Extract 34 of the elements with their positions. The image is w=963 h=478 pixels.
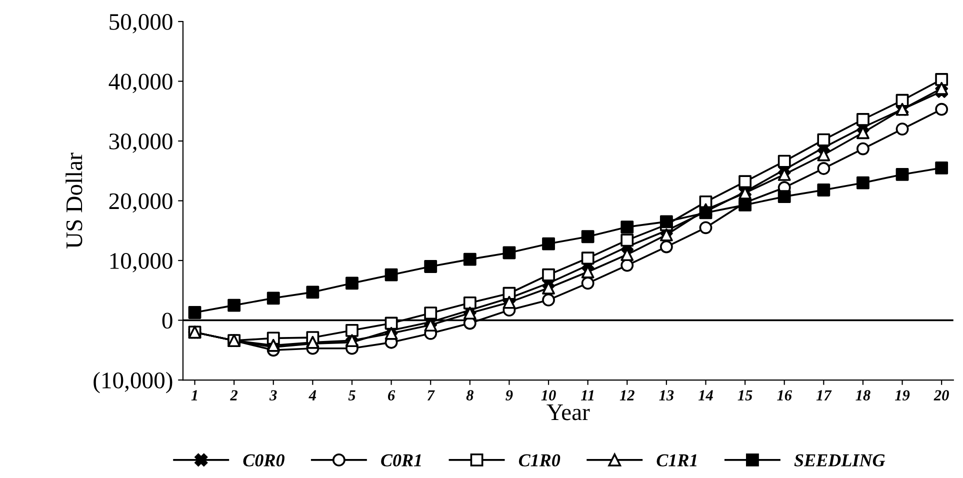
x-tick-label: 7	[427, 390, 435, 400]
x-tick-label: 14	[698, 390, 713, 400]
x-tick-label: 11	[580, 390, 594, 400]
x-tick-label: 16	[777, 390, 792, 400]
y-tick-label: 10,000	[110, 253, 172, 272]
legend-label: C0R0	[243, 454, 284, 466]
x-tick-label: 13	[659, 390, 674, 400]
x-tick-label: 18	[856, 390, 870, 400]
x-tick-label: 8	[466, 390, 474, 400]
legend-label: C1R1	[656, 454, 696, 466]
x-tick-label: 9	[506, 390, 513, 400]
x-tick-label: 4	[308, 390, 316, 400]
x-tick-label: 3	[269, 390, 277, 400]
y-tick-label: 20,000	[109, 193, 172, 213]
y-tick-label: (10,000)	[94, 372, 172, 394]
legend-label: C0R1	[381, 454, 421, 466]
x-tick-label: 6	[388, 390, 396, 400]
x-tick-label: 15	[738, 390, 752, 400]
x-tick-label: 20	[934, 390, 949, 400]
y-tick-label: 50,000	[110, 14, 172, 34]
x-axis-title: Year	[546, 404, 590, 420]
y-tick-label: 30,000	[109, 134, 172, 153]
x-tick-label: 19	[894, 390, 910, 400]
y-tick-label: 0	[162, 312, 172, 329]
x-tick-label: 1	[191, 390, 198, 400]
y-tick-label: 40,000	[108, 74, 172, 94]
y-axis-title: US Dollar	[66, 152, 82, 248]
legend-label: SEEDLING	[794, 454, 886, 466]
x-tick-label: 12	[620, 390, 634, 400]
legend-label: C1R0	[518, 454, 560, 466]
x-tick-label: 2	[230, 390, 238, 400]
x-tick-label: 5	[348, 390, 356, 400]
x-tick-label: 17	[816, 390, 832, 400]
x-tick-label: 10	[541, 390, 556, 400]
